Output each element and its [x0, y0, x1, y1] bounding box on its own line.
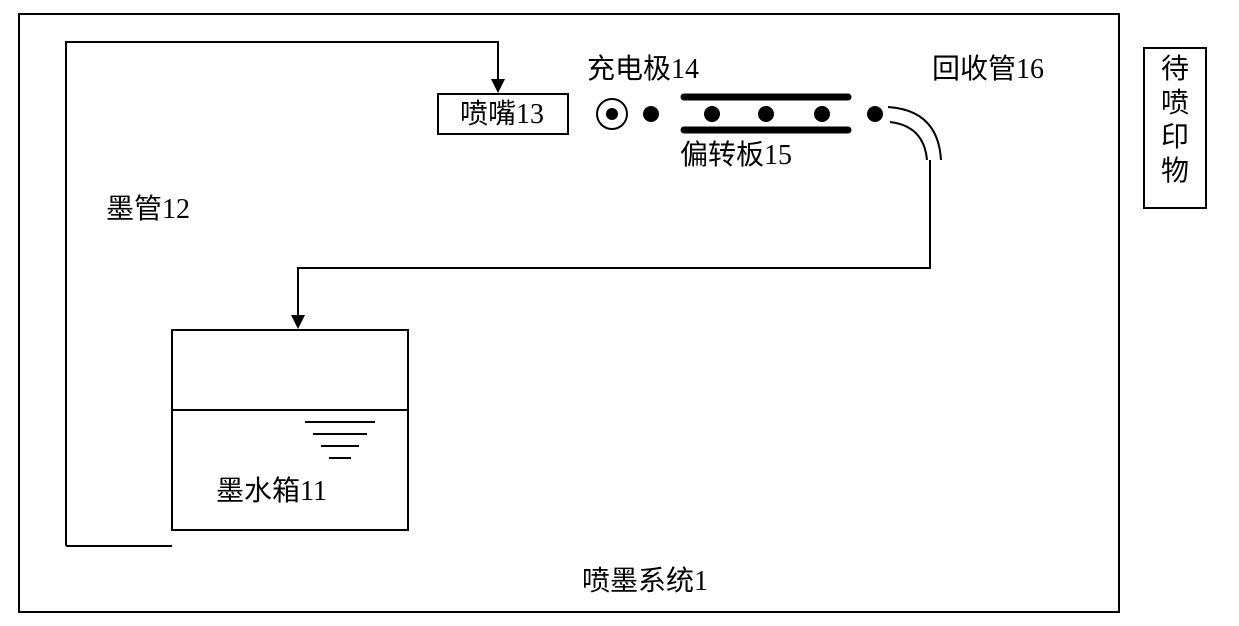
ink-tube-arrow [491, 79, 505, 93]
ink-droplet [704, 106, 720, 122]
system-label: 喷墨系统1 [582, 565, 708, 597]
ink-droplet [867, 106, 883, 122]
ink-droplet [643, 106, 659, 122]
return-arrow [291, 315, 305, 329]
recovery-tube-outer [888, 107, 941, 160]
ink-tube-label: 墨管12 [106, 193, 190, 225]
ink-droplet [758, 106, 774, 122]
ink-droplet [814, 106, 830, 122]
ink-tank-label: 墨水箱11 [216, 475, 327, 507]
electrode-center [606, 108, 618, 120]
return-line [298, 160, 930, 326]
recovery-tube-inner [890, 122, 927, 160]
ink-tube-line [66, 42, 498, 546]
nozzle-label: 喷嘴13 [460, 98, 544, 130]
electrode-label: 充电极14 [587, 53, 699, 85]
substrate-label: 待喷印物 [1161, 53, 1189, 187]
recovery-label: 回收管16 [932, 53, 1044, 85]
deflector-label: 偏转板15 [680, 139, 792, 171]
